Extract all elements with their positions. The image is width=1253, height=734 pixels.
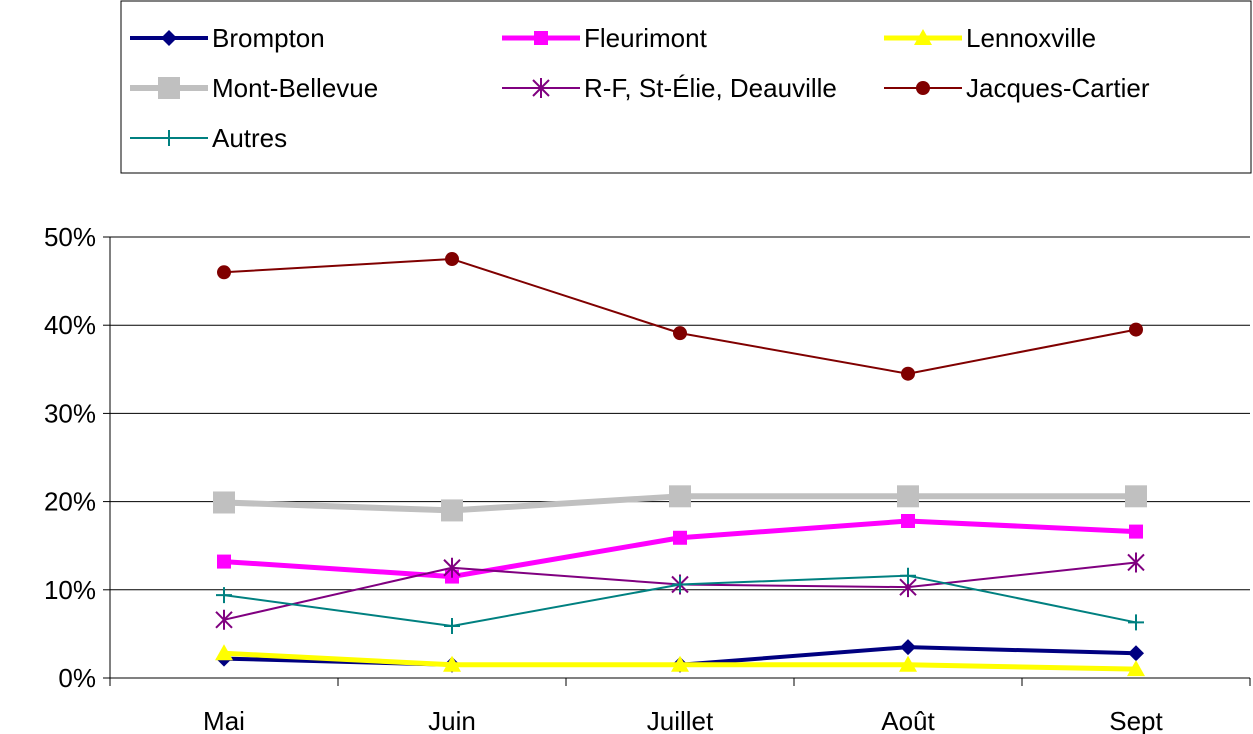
legend-label: R-F, St-Élie, Deauville [584, 73, 837, 103]
legend-swatch-marker [158, 77, 180, 99]
data-point [671, 655, 689, 672]
data-point [901, 514, 915, 529]
data-point [901, 366, 915, 381]
data-point [215, 609, 233, 630]
y-tick-label: 0% [58, 663, 96, 693]
legend-label: Fleurimont [584, 23, 708, 53]
x-tick-label: Mai [203, 706, 245, 734]
data-point [215, 644, 233, 661]
data-point [443, 557, 461, 578]
legend-label: Brompton [212, 23, 325, 53]
data-point [900, 639, 916, 656]
x-tick-label: Sept [1109, 706, 1163, 734]
data-point [672, 576, 688, 593]
data-point [900, 567, 916, 584]
legend-item: Jacques-Cartier [884, 73, 1150, 103]
data-point [673, 530, 687, 545]
legend-item: Lennoxville [884, 23, 1096, 53]
legend-item: Autres [130, 123, 287, 153]
legend-swatch-marker [534, 31, 548, 45]
legend-label: Lennoxville [966, 23, 1096, 53]
y-tick-label: 40% [44, 310, 96, 340]
legend-swatch-marker [916, 81, 930, 95]
data-point [445, 252, 459, 267]
y-tick-label: 10% [44, 575, 96, 605]
x-tick-label: Juillet [647, 706, 714, 734]
data-point [669, 485, 691, 508]
series-mont-bellevue [213, 485, 1147, 522]
y-tick-label: 20% [44, 487, 96, 517]
data-point [1127, 660, 1145, 677]
data-point [897, 485, 919, 508]
series-fleurimont [217, 514, 1143, 584]
plot-area: 0% 10% 20% 30% 40% 50% Mai Juin Juillet Août Sept [44, 222, 1251, 734]
data-point [216, 587, 232, 604]
series-jacques-cartier [217, 252, 1143, 381]
legend-item: R-F, St-Élie, Deauville [502, 73, 837, 103]
data-point [1128, 645, 1144, 662]
legend-swatch-marker [532, 78, 550, 98]
data-point [213, 491, 235, 514]
y-tick-label: 50% [44, 222, 96, 252]
data-point [217, 265, 231, 280]
data-point [443, 655, 461, 672]
data-point [441, 499, 463, 522]
series-autres [216, 567, 1144, 634]
legend: Brompton Fleurimont Lennoxville Mont-Bellev… [120, 0, 1252, 174]
legend-item: Mont-Bellevue [130, 73, 378, 103]
x-tick-label: Juin [428, 706, 476, 734]
data-point [1128, 614, 1144, 631]
data-point [1125, 485, 1147, 508]
legend-swatch-marker [161, 30, 177, 46]
data-point [217, 554, 231, 569]
legend-box [120, 0, 1252, 174]
data-point [1127, 552, 1145, 573]
data-point [1129, 322, 1143, 337]
series-line [223, 258, 1137, 375]
data-point [1129, 524, 1143, 539]
legend-label: Mont-Bellevue [212, 73, 378, 103]
legend-swatch-marker [914, 29, 932, 45]
legend-item: Brompton [130, 23, 325, 53]
x-tick-label: Août [881, 706, 935, 734]
data-point [673, 326, 687, 341]
series-lennoxville [215, 644, 1145, 677]
data-point [444, 617, 460, 634]
series-line [223, 518, 1137, 580]
data-point [899, 655, 917, 672]
legend-label: Jacques-Cartier [966, 73, 1150, 103]
y-tick-label: 30% [44, 398, 96, 428]
legend-label: Autres [212, 123, 287, 153]
legend-swatch-marker [161, 130, 177, 146]
legend-item: Fleurimont [502, 23, 708, 53]
